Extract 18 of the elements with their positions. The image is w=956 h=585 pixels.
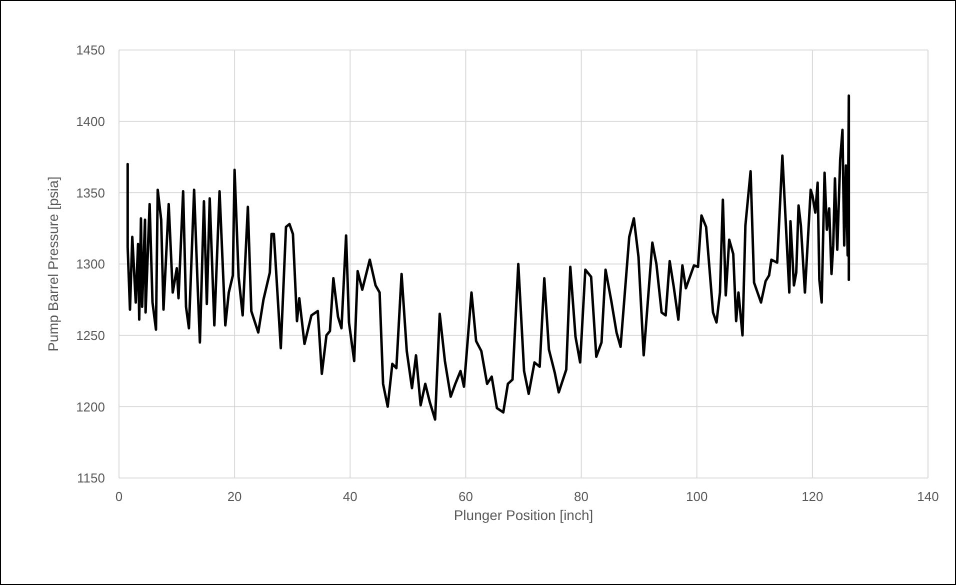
y-tick-label: 1250: [76, 328, 105, 343]
x-tick-label: 40: [342, 489, 358, 504]
x-tick-label: 100: [686, 489, 708, 504]
line-series: [126, 94, 850, 421]
y-tick-label: 1150: [77, 470, 105, 486]
x-tick-label: 140: [917, 489, 939, 504]
y-tick-label: 1400: [76, 114, 105, 129]
y-tick-label: 1200: [76, 399, 105, 414]
y-tick-label: 1300: [76, 256, 105, 272]
y-axis-title: Pump Barrel Pressure [psia]: [44, 176, 61, 352]
x-tick-label: 20: [227, 489, 242, 504]
x-tick-label: 120: [802, 489, 824, 504]
x-tick-label: 0: [115, 489, 123, 504]
y-tick-label: 1350: [76, 185, 105, 200]
x-tick-label: 60: [458, 489, 473, 504]
y-tick-label: 1450: [76, 42, 105, 58]
x-axis-title: Plunger Position [inch]: [454, 507, 594, 523]
x-tick-label: 80: [574, 489, 589, 504]
